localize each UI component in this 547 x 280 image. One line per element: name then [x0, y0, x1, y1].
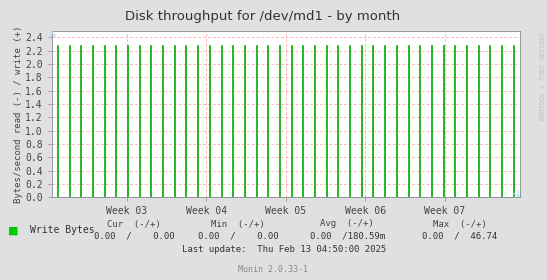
Text: Munin 2.0.33-1: Munin 2.0.33-1 [238, 265, 309, 274]
Text: Cur  (-/+): Cur (-/+) [107, 220, 161, 228]
Text: RRDTOOL / TOBI OETIKER: RRDTOOL / TOBI OETIKER [540, 32, 546, 120]
Text: Write Bytes: Write Bytes [30, 225, 95, 235]
Text: 0.00  /    0.00: 0.00 / 0.00 [94, 231, 174, 240]
Text: Max  (-/+): Max (-/+) [433, 220, 486, 228]
Y-axis label: Bytes/second read (-) / write (+): Bytes/second read (-) / write (+) [14, 25, 22, 203]
Text: Last update:  Thu Feb 13 04:50:00 2025: Last update: Thu Feb 13 04:50:00 2025 [182, 245, 387, 254]
Text: ■: ■ [8, 225, 19, 235]
Text: 0.00  /  46.74: 0.00 / 46.74 [422, 231, 497, 240]
Text: Avg  (-/+): Avg (-/+) [321, 220, 374, 228]
Text: 0.00  /    0.00: 0.00 / 0.00 [197, 231, 278, 240]
Text: 0.00  /180.59m: 0.00 /180.59m [310, 231, 385, 240]
Text: Min  (-/+): Min (-/+) [211, 220, 265, 228]
Text: Disk throughput for /dev/md1 - by month: Disk throughput for /dev/md1 - by month [125, 10, 400, 23]
